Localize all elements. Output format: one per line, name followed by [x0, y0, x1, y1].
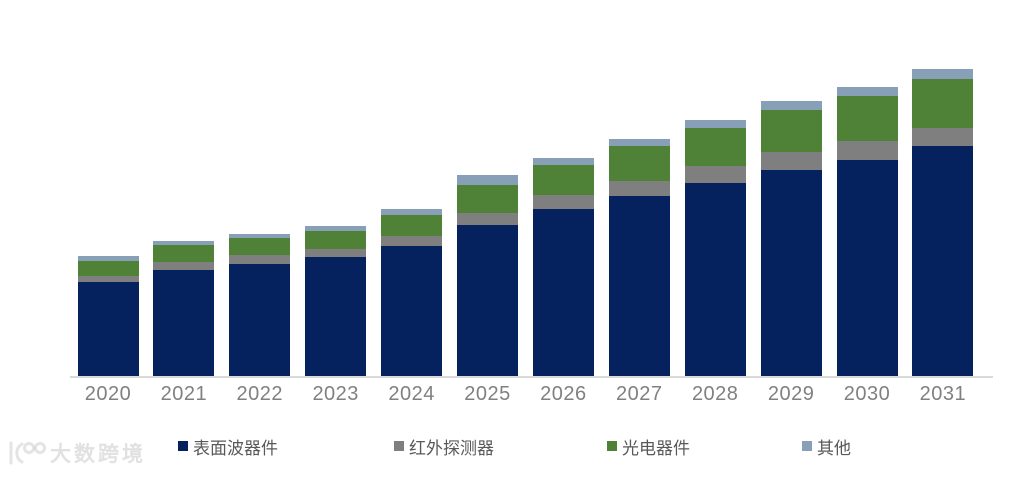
bar-segment-表面波器件-2022: [229, 264, 291, 376]
stacked-bar-2030: [836, 86, 898, 376]
bar-segment-表面波器件-2028: [684, 182, 746, 376]
bar-segment-光电器件-2024: [381, 214, 443, 236]
x-axis-label-2030: 2030: [843, 383, 891, 405]
x-axis-label-2025: 2025: [464, 383, 511, 405]
x-axis-line: [70, 376, 993, 378]
bar-segment-其他-2030: [836, 86, 898, 96]
bar-segment-红外探测器-2024: [381, 235, 443, 246]
x-axis-label-2023: 2023: [312, 383, 359, 405]
stacked-bar-2027: [608, 138, 670, 376]
bar-segment-表面波器件-2027: [608, 195, 670, 376]
bar-segment-其他-2021: [153, 240, 215, 245]
bar-segment-表面波器件-2023: [305, 257, 367, 376]
stacked-bar-2031: [912, 69, 974, 376]
bar-segment-红外探测器-2027: [608, 180, 670, 196]
bar-segment-光电器件-2023: [305, 230, 367, 249]
bar-segment-其他-2029: [760, 101, 822, 110]
bar-segment-其他-2023: [305, 226, 367, 231]
bar-segment-其他-2027: [608, 138, 670, 146]
bar-segment-表面波器件-2025: [457, 225, 518, 376]
bar-segment-其他-2020: [77, 256, 139, 261]
bar-segment-光电器件-2025: [457, 184, 518, 213]
x-axis-label-2021: 2021: [160, 383, 208, 405]
stacked-bar-2023: [305, 226, 367, 376]
bar-segment-表面波器件-2031: [912, 146, 974, 376]
stacked-bar-2025: [457, 174, 518, 376]
bar-segment-光电器件-2026: [532, 164, 594, 195]
bar-segment-其他-2026: [532, 157, 594, 165]
bar-segment-表面波器件-2029: [760, 170, 822, 376]
watermark: 大数跨境: [6, 438, 146, 468]
bar-segment-其他-2022: [229, 233, 291, 238]
x-axis-label-2024: 2024: [388, 383, 435, 405]
bar-segment-光电器件-2022: [229, 238, 291, 255]
bar-segment-红外探测器-2026: [532, 194, 594, 209]
stacked-bar-2028: [684, 119, 746, 376]
stacked-bar-2029: [760, 101, 822, 376]
bar-segment-其他-2031: [912, 69, 974, 79]
bar-segment-光电器件-2027: [608, 145, 670, 181]
x-axis-label-2020: 2020: [84, 383, 132, 405]
bar-segment-光电器件-2028: [684, 128, 746, 166]
x-axis-label-2028: 2028: [691, 383, 739, 405]
bar-segment-表面波器件-2021: [153, 270, 215, 376]
stacked-bar-2026: [532, 157, 594, 376]
bar-segment-其他-2028: [684, 119, 746, 128]
bar-segment-表面波器件-2026: [532, 208, 594, 376]
x-axis-label-2022: 2022: [236, 383, 284, 405]
bar-segment-红外探测器-2021: [153, 261, 215, 270]
bar-segment-光电器件-2030: [836, 96, 898, 141]
x-axis-label-2027: 2027: [616, 383, 663, 405]
stacked-bar-2022: [229, 233, 291, 376]
bar-segment-光电器件-2021: [153, 245, 215, 262]
bar-segment-其他-2025: [457, 174, 518, 185]
bar-segment-红外探测器-2028: [684, 165, 746, 183]
dashu-logo-icon: [9, 441, 46, 465]
stacked-bar-2024: [381, 209, 443, 376]
x-axis-label-2029: 2029: [767, 383, 815, 405]
bar-segment-光电器件-2029: [760, 110, 822, 152]
bar-segment-表面波器件-2030: [836, 160, 898, 376]
bar-segment-红外探测器-2023: [305, 248, 367, 257]
watermark-text: 大数跨境: [50, 443, 146, 466]
stacked-bar-2020: [77, 256, 139, 376]
bar-segment-红外探测器-2020: [77, 275, 139, 282]
bar-segment-其他-2024: [381, 209, 443, 215]
bar-segment-红外探测器-2022: [229, 255, 291, 264]
bar-segment-红外探测器-2031: [912, 127, 974, 146]
bar-segment-红外探测器-2029: [760, 152, 822, 170]
x-axis-label-2031: 2031: [919, 383, 967, 405]
bar-segment-光电器件-2020: [77, 260, 139, 276]
x-axis-label-2026: 2026: [540, 383, 587, 405]
bar-segment-红外探测器-2030: [836, 141, 898, 160]
bar-segment-表面波器件-2020: [77, 282, 139, 376]
bar-segment-光电器件-2031: [912, 78, 974, 128]
stacked-bar-2021: [153, 240, 215, 376]
bar-segment-表面波器件-2024: [381, 245, 443, 376]
bar-segment-红外探测器-2025: [457, 212, 518, 225]
